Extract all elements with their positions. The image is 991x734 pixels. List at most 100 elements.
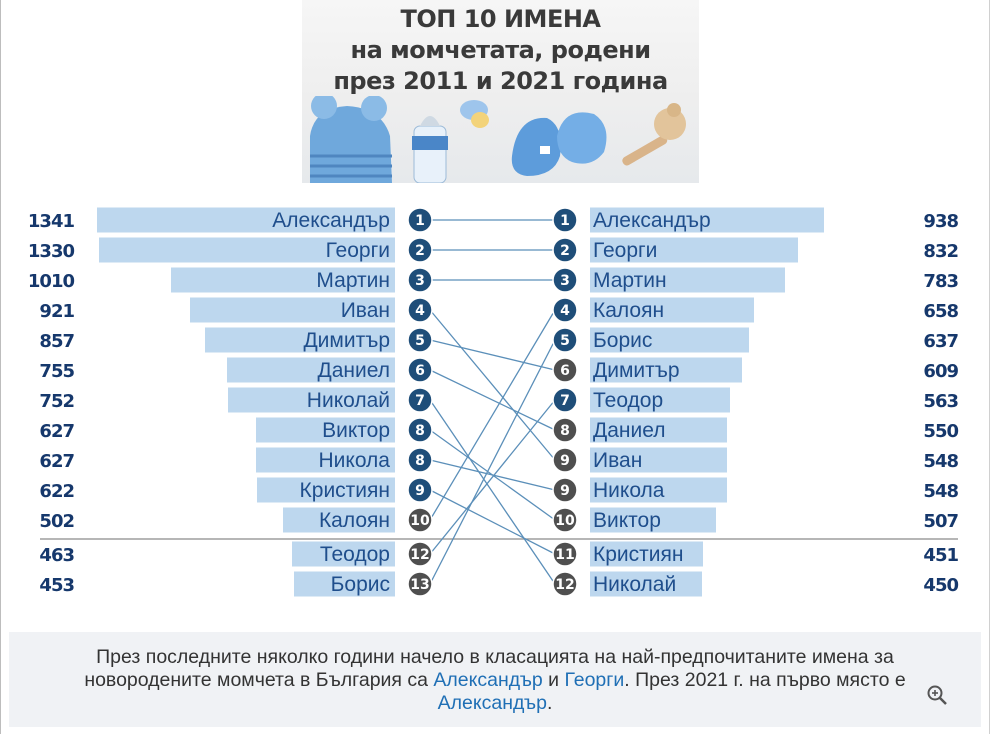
- rank-badge: [552, 571, 578, 597]
- connector-line: [429, 399, 556, 585]
- bar: [294, 571, 395, 597]
- count-label: 832: [923, 241, 958, 262]
- rank-number: 8: [415, 453, 425, 469]
- rank-badge: [407, 267, 433, 293]
- rank-badge: [407, 541, 433, 567]
- rank-number: 6: [415, 363, 425, 379]
- rank-badge: [407, 477, 433, 503]
- rank-number: 13: [410, 577, 429, 593]
- header-banner: ТОП 10 ИМЕНА на момчетата, родени през 2…: [302, 0, 699, 183]
- rank-number: 12: [410, 547, 429, 563]
- link-aleksandar-2[interactable]: Александър: [437, 692, 547, 714]
- count-label: 637: [923, 331, 958, 352]
- bar: [590, 477, 727, 503]
- rank-number: 1: [415, 213, 425, 229]
- rattle-icon: [622, 103, 686, 166]
- rank-badge: [552, 447, 578, 473]
- rank-badge: [407, 357, 433, 383]
- connector-line: [429, 339, 556, 371]
- rank-badge: [552, 207, 578, 233]
- name-label: Никола: [593, 479, 665, 502]
- bar: [590, 571, 702, 597]
- rank-number: 4: [560, 303, 570, 319]
- title-line-2: на момчетата, родени: [350, 36, 651, 64]
- rank-badge: [552, 541, 578, 567]
- bar: [590, 507, 716, 533]
- rank-number: 6: [560, 363, 570, 379]
- baby-items-illustration: [310, 96, 686, 183]
- name-label: Николай: [593, 573, 676, 596]
- count-label: 752: [39, 391, 74, 412]
- rank-number: 2: [560, 243, 570, 259]
- count-label: 627: [39, 451, 74, 472]
- rank-number: 8: [415, 423, 425, 439]
- rank-number: 5: [560, 333, 570, 349]
- baby-booties-icon: [511, 112, 607, 176]
- bar: [99, 237, 395, 263]
- rank-badge: [552, 507, 578, 533]
- title-line-3: през 2011 и 2021 година: [333, 67, 668, 95]
- bar: [97, 207, 395, 233]
- labels-2011: Александър 1341 Георги 1330 Мартин 1010 Иван 92…: [28, 209, 390, 596]
- name-label: Георги: [593, 239, 657, 262]
- count-label: 755: [39, 361, 74, 382]
- connector-line: [429, 309, 556, 461]
- rank-badge: [407, 297, 433, 323]
- bars-2021: [590, 207, 824, 597]
- name-label: Александър: [272, 209, 390, 232]
- link-aleksandar[interactable]: Александър: [433, 669, 543, 691]
- name-label: Димитър: [593, 359, 680, 382]
- zoom-in-icon[interactable]: [926, 684, 948, 706]
- caption-text-3: . През 2021 г. на първо място е: [624, 669, 906, 691]
- bar: [590, 387, 730, 413]
- rank-number: 9: [415, 483, 425, 499]
- chart-title: ТОП 10 ИМЕНА на момчетата, родени през 2…: [302, 4, 699, 97]
- rank-badge: [552, 387, 578, 413]
- bar: [590, 237, 798, 263]
- rank-number: 9: [560, 453, 570, 469]
- bar: [590, 267, 785, 293]
- name-label: Кристиян: [300, 479, 390, 502]
- count-label: 548: [923, 451, 958, 472]
- count-label: 450: [923, 575, 958, 596]
- connector-line: [429, 309, 556, 521]
- bar: [590, 417, 727, 443]
- bar: [590, 297, 754, 323]
- bar: [190, 297, 395, 323]
- rank-number: 11: [555, 547, 574, 563]
- rank-number: 12: [555, 577, 574, 593]
- count-label: 550: [923, 421, 958, 442]
- bar: [256, 447, 395, 473]
- rank-badge: [407, 387, 433, 413]
- count-label: 938: [923, 211, 958, 232]
- name-label: Теодор: [593, 389, 663, 412]
- bar: [228, 387, 395, 413]
- rank-number: 1: [560, 213, 570, 229]
- labels-2021: Александър 938 Георги 832 Мартин 783 Калоян 658…: [593, 209, 959, 596]
- rank-badge: [552, 237, 578, 263]
- count-label: 548: [923, 481, 958, 502]
- name-label: Мартин: [593, 269, 667, 292]
- rank-number: 5: [415, 333, 425, 349]
- rank-badge: [552, 297, 578, 323]
- count-label: 502: [39, 511, 74, 532]
- caption-text-1: През последните няколко години начело в …: [84, 646, 894, 691]
- connector-line: [429, 459, 556, 491]
- rank-badge: [552, 417, 578, 443]
- name-label: Виктор: [322, 419, 390, 442]
- bar: [227, 357, 395, 383]
- name-label: Иван: [593, 449, 642, 472]
- rank-number: 3: [415, 273, 425, 289]
- names-slope-chart: Александър1341Георги1330Мартин1010Иван92…: [28, 207, 959, 597]
- rank-number: 9: [560, 483, 570, 499]
- rank-badge: [407, 207, 433, 233]
- name-label: Димитър: [303, 329, 390, 352]
- connector-line: [429, 489, 556, 555]
- bar: [257, 477, 395, 503]
- link-georgi[interactable]: Георги: [564, 669, 625, 691]
- name-label: Николай: [307, 389, 390, 412]
- rank-number: 3: [560, 273, 570, 289]
- count-label: 451: [923, 545, 958, 566]
- rank-badge: [552, 357, 578, 383]
- caption-text-4: .: [546, 692, 553, 714]
